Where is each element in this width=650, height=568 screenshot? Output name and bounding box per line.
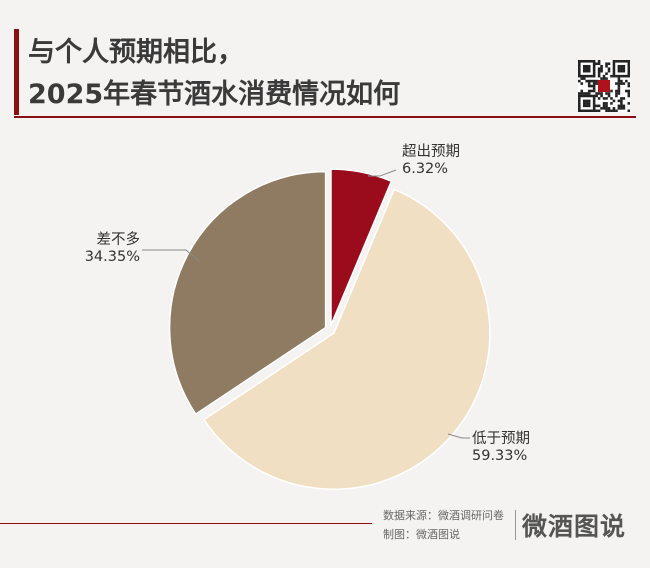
- leader-line-2: [142, 249, 201, 263]
- footer-divider: [515, 510, 516, 540]
- pie-slice-0: [330, 168, 393, 326]
- slice-value-0: 6.32%: [402, 161, 448, 177]
- slice-label-1: 低于预期: [472, 430, 530, 447]
- slice-value-2: 34.35%: [85, 249, 140, 265]
- header: 与个人预期相比， 2025年春节酒水消费情况如何: [0, 0, 650, 120]
- slice-label-0: 超出预期: [402, 143, 460, 160]
- leader-line-1: [447, 433, 470, 439]
- title-underline: [14, 116, 636, 118]
- title-accent-bar: [14, 29, 19, 115]
- brand-logo: 微酒图说: [522, 512, 627, 541]
- pie-slice-1: [203, 188, 491, 490]
- pie-slice-2: [168, 170, 327, 415]
- data-source: 数据来源：微酒调研问卷: [383, 509, 504, 522]
- title-line-2: 2025年春节酒水消费情况如何: [28, 79, 401, 110]
- chart-credit: 制图：微酒图说: [383, 528, 460, 541]
- title-line-1: 与个人预期相比，: [28, 37, 244, 68]
- leader-line-0: [368, 169, 397, 177]
- slice-label-2: 差不多: [97, 231, 141, 248]
- footer-rule: [0, 523, 372, 524]
- qr-code-icon: [578, 60, 630, 112]
- slice-value-1: 59.33%: [472, 448, 527, 464]
